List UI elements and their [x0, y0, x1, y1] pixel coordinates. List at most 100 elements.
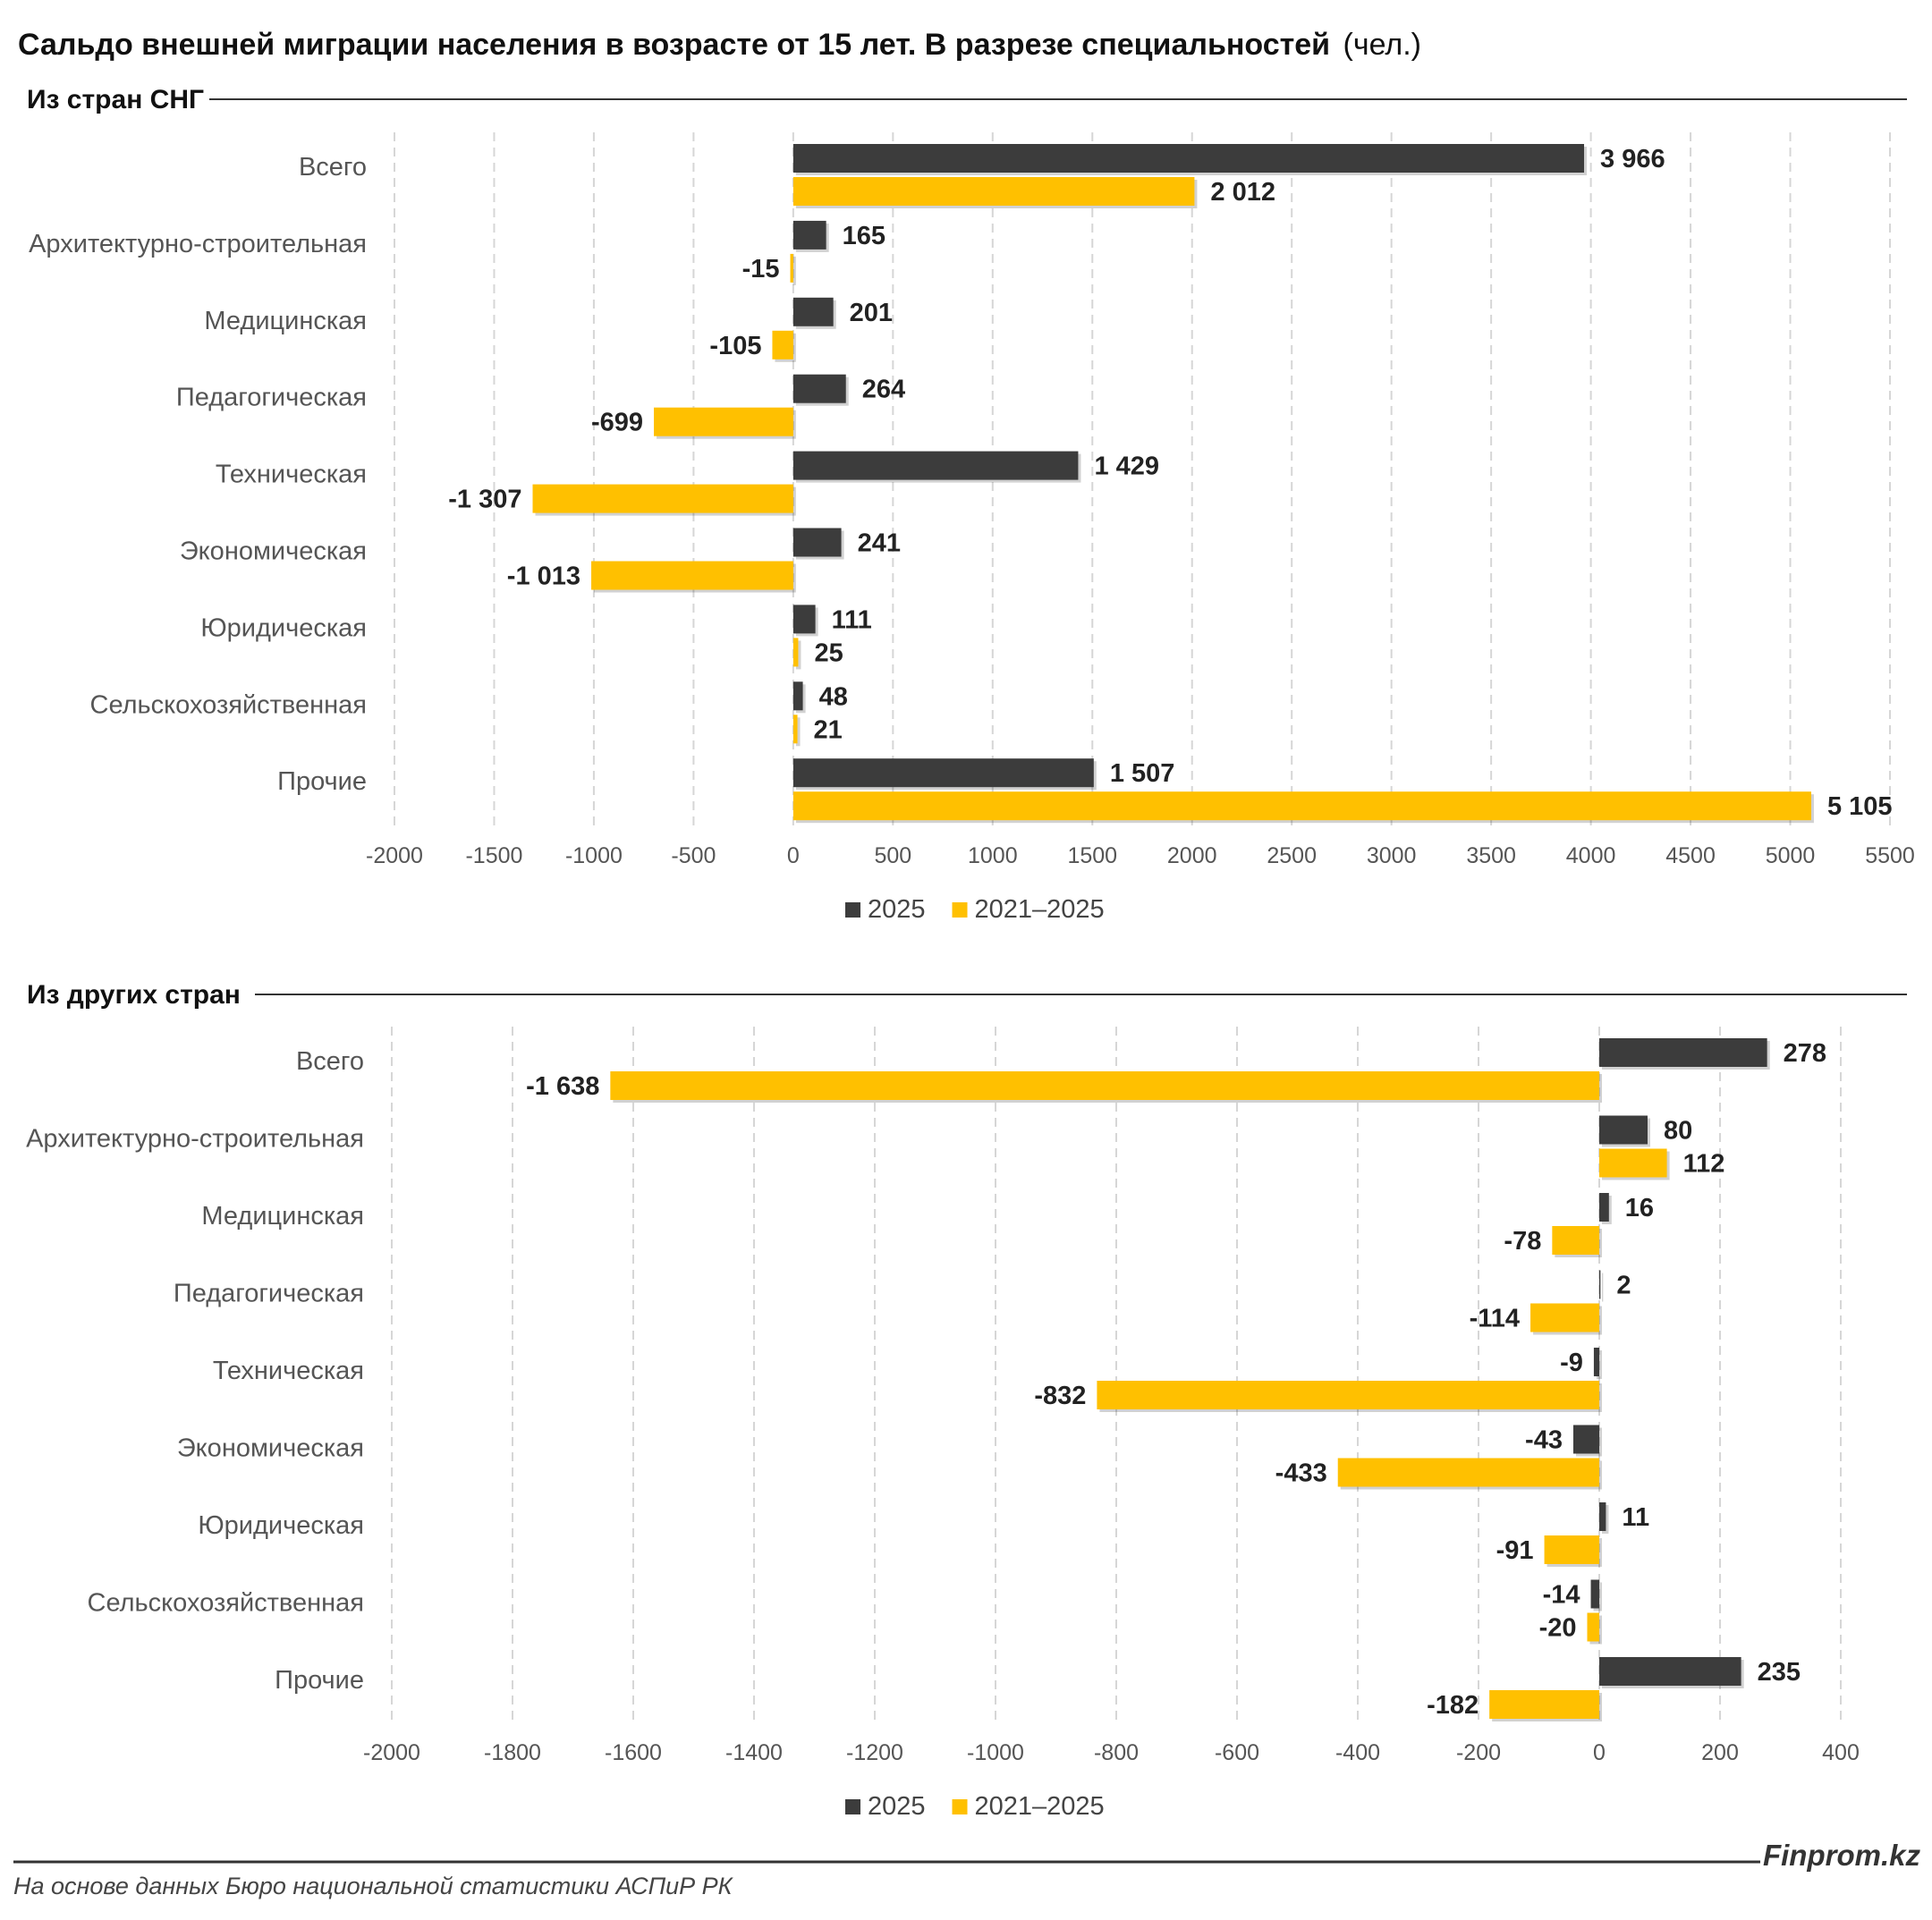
x-tick-label: 4000 — [1566, 843, 1616, 868]
x-tick-label: -2000 — [363, 1740, 420, 1765]
bar-2025 — [792, 758, 1094, 788]
bar-shadow — [792, 256, 796, 285]
bar-2021-2025 — [1489, 1690, 1599, 1719]
data-label: -114 — [1470, 1305, 1520, 1333]
section-title-cis: Из стран СНГ — [27, 85, 204, 114]
data-label: -15 — [742, 255, 780, 283]
x-tick-label: -1000 — [565, 843, 623, 868]
category-label: Педагогическая — [174, 1280, 364, 1308]
category-label: Медицинская — [201, 1202, 364, 1231]
category-label: Архитектурно-строительная — [26, 1125, 364, 1154]
x-tick-label: 5500 — [1865, 843, 1915, 868]
data-label: -699 — [591, 409, 643, 437]
data-label: 1 507 — [1110, 759, 1175, 788]
legend-label: 2025 — [868, 1792, 926, 1821]
x-tick-label: 400 — [1822, 1740, 1860, 1765]
bar-2025 — [792, 220, 826, 250]
data-label: -182 — [1427, 1691, 1479, 1720]
legend-swatch — [952, 902, 968, 918]
data-label: 201 — [850, 299, 893, 327]
bars-other — [610, 1038, 1770, 1721]
category-label: Сельскохозяйственная — [90, 690, 367, 719]
x-tick-label: -1400 — [725, 1740, 783, 1765]
data-label: 11 — [1622, 1503, 1649, 1532]
data-label: 48 — [819, 682, 848, 711]
category-label: Всего — [296, 1047, 364, 1076]
x-tick-label: -200 — [1456, 1740, 1501, 1765]
data-label: 264 — [862, 376, 905, 404]
data-label: -1 013 — [507, 562, 580, 591]
data-label: 3 966 — [1600, 145, 1665, 173]
x-tick-label: 200 — [1701, 1740, 1739, 1765]
bar-2025 — [792, 297, 834, 326]
data-labels-cis: 3 966 2 012 165 -15 201 -105 264 -699 1 429 -1 30… — [448, 145, 1892, 821]
data-label: -832 — [1034, 1382, 1086, 1410]
legend-cis: 2025 2021–2025 — [845, 895, 1105, 924]
bar-2021-2025 — [1544, 1535, 1599, 1564]
figure-title-main: Сальдо внешней миграции населения в возр… — [18, 28, 1330, 62]
bar-shadow — [795, 717, 801, 747]
x-tick-label: 0 — [787, 843, 800, 868]
bar-2021-2025 — [1587, 1612, 1599, 1642]
data-label: 112 — [1683, 1150, 1725, 1179]
bars-cis — [532, 144, 1814, 824]
bar-shadow — [795, 640, 801, 670]
x-tick-label: 3000 — [1367, 843, 1417, 868]
bar-2025 — [1599, 1193, 1609, 1222]
bar-2021-2025 — [591, 561, 793, 590]
bar-2021-2025 — [654, 407, 793, 436]
bar-2021-2025 — [610, 1071, 1599, 1100]
data-label: 241 — [858, 529, 901, 558]
x-tick-label: 2000 — [1167, 843, 1217, 868]
data-label: -78 — [1504, 1227, 1541, 1256]
data-label: 1 429 — [1094, 453, 1159, 481]
figure-title: Сальдо внешней миграции населения в возр… — [18, 28, 1421, 62]
data-label: 16 — [1625, 1194, 1654, 1222]
data-label: -1 307 — [448, 486, 521, 514]
bar-2025 — [792, 144, 1585, 173]
bar-2021-2025 — [1599, 1148, 1667, 1178]
bar-2021-2025 — [792, 715, 798, 744]
x-tick-label: 1000 — [968, 843, 1018, 868]
legend-swatch — [952, 1799, 968, 1814]
legend-other: 2025 2021–2025 — [845, 1792, 1105, 1821]
data-label: -105 — [709, 332, 761, 360]
x-tick-label: 0 — [1593, 1740, 1606, 1765]
bar-2025 — [792, 374, 846, 403]
figure-title-unit: (чел.) — [1343, 28, 1421, 62]
data-labels-other: 278 -1 638 80 112 16 -78 2 -114 -9 -832 -43 -433 11 -… — [526, 1039, 1826, 1720]
x-tick-label: 4500 — [1665, 843, 1716, 868]
category-label: Техническая — [216, 461, 367, 489]
category-label: Прочие — [275, 1666, 364, 1695]
category-label: Юридическая — [200, 613, 367, 642]
data-label: 111 — [832, 605, 872, 634]
data-label: -20 — [1539, 1614, 1577, 1643]
legend-label: 2021–2025 — [975, 1792, 1105, 1821]
bar-2021-2025 — [1097, 1381, 1599, 1409]
chart-cis: Из стран СНГ 3 966 2 012 165 -15 201 -105 264 -… — [27, 85, 1915, 924]
data-label: 5 105 — [1827, 792, 1893, 821]
data-label: -433 — [1275, 1459, 1327, 1488]
data-label: -91 — [1496, 1536, 1534, 1565]
category-label: Сельскохозяйственная — [88, 1589, 364, 1618]
data-label: -9 — [1560, 1349, 1583, 1377]
data-label: -14 — [1543, 1581, 1580, 1610]
bar-2021-2025 — [532, 484, 793, 513]
category-label: Экономическая — [177, 1434, 364, 1463]
x-tick-label: 2500 — [1267, 843, 1317, 868]
bar-2021-2025 — [790, 253, 793, 283]
category-label: Всего — [299, 153, 367, 182]
data-label: -1 638 — [526, 1072, 599, 1101]
tick-labels-cis: -2000 -1500 -1000 -500 0 500 1000 1500 2000 2500 3… — [366, 843, 1915, 868]
x-tick-label: -1000 — [967, 1740, 1024, 1765]
bar-2025 — [1599, 1115, 1648, 1145]
bar-2025 — [792, 451, 1079, 480]
bar-2025 — [1599, 1657, 1741, 1686]
category-label: Юридическая — [198, 1511, 364, 1540]
data-label: -43 — [1525, 1426, 1563, 1455]
category-label: Педагогическая — [176, 384, 367, 412]
bar-2021-2025 — [792, 638, 799, 667]
category-label: Экономическая — [180, 537, 367, 566]
